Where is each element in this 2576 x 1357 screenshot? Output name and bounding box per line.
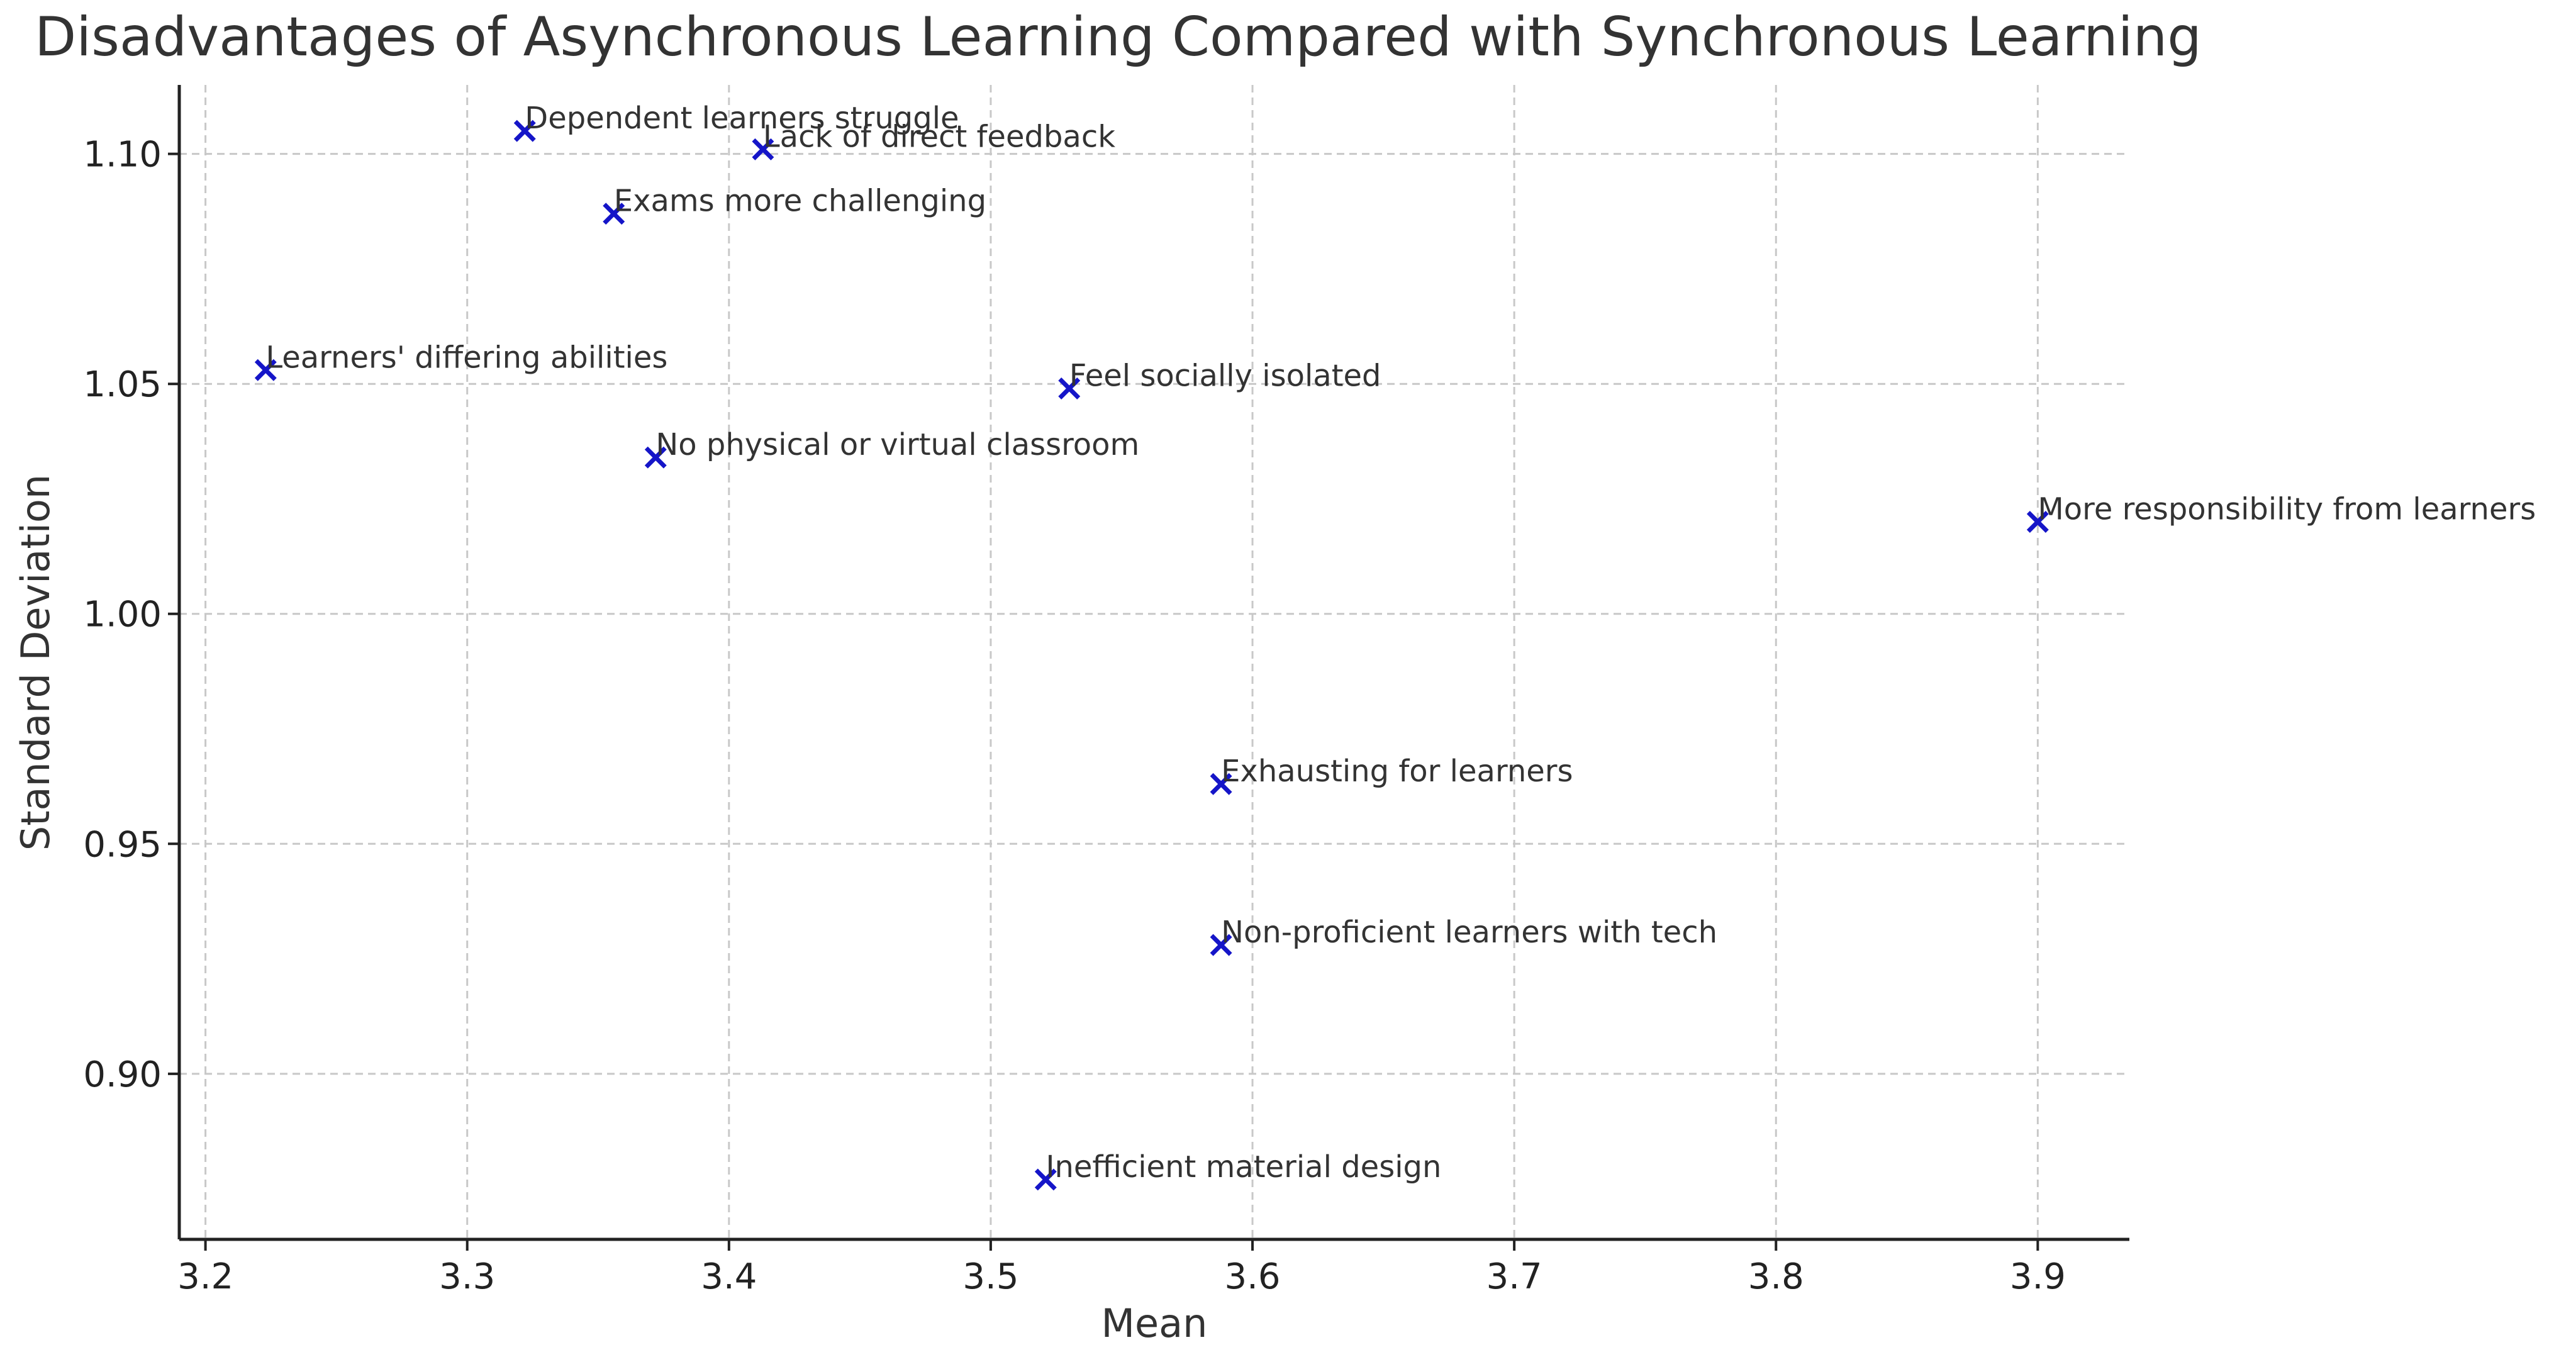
x-tick-label: 3.5	[962, 1256, 1018, 1297]
x-marker-stroke	[1034, 1168, 1057, 1191]
point-label: No physical or virtual classroom	[655, 427, 1139, 462]
data-point: Exams more challenging	[603, 184, 986, 225]
x-marker-stroke	[254, 359, 277, 381]
data-point: Inefficient material design	[1034, 1149, 1441, 1191]
y-tick-label: 0.90	[83, 1054, 162, 1095]
x-tick-label: 3.3	[439, 1256, 495, 1297]
chart-title: Disadvantages of Asynchronous Learning C…	[35, 6, 2202, 69]
data-point: No physical or virtual classroom	[644, 427, 1139, 469]
point-label: Inefficient material design	[1045, 1149, 1441, 1185]
data-point: Lack of direct feedback	[752, 119, 1115, 160]
data-point: Exhausting for learners	[1210, 754, 1573, 795]
data-point: More responsibility from learners	[2026, 492, 2536, 533]
tick-layer: 3.2 3.3 3.4 3.5 3.6 3.7 3.8 3.9 0.90 0.95 1.00 1.05…	[83, 135, 2066, 1297]
x-axis-label: Mean	[1101, 1300, 1208, 1346]
x-tick-label: 3.8	[1748, 1256, 1804, 1297]
x-tick-label: 3.6	[1225, 1256, 1281, 1297]
grid-layer	[179, 85, 2129, 1239]
y-tick-label: 1.10	[83, 135, 162, 176]
y-tick-label: 1.05	[83, 364, 162, 405]
point-label: Exhausting for learners	[1221, 754, 1573, 789]
point-label: Dependent learners struggle	[525, 101, 959, 136]
x-tick-label: 3.7	[1486, 1256, 1542, 1297]
data-point: Dependent learners struggle	[513, 101, 959, 142]
data-point: Non-proficient learners with tech	[1210, 915, 1717, 956]
x-tick-label: 3.4	[701, 1256, 757, 1297]
x-tick-label: 3.2	[177, 1256, 233, 1297]
point-label: Non-proficient learners with tech	[1221, 915, 1717, 950]
x-marker-stroke	[752, 138, 774, 160]
y-tick-label: 1.00	[83, 595, 162, 635]
x-marker-stroke	[603, 203, 625, 225]
x-marker-stroke	[1210, 773, 1232, 795]
data-point: Learners' differing abilities	[254, 340, 667, 381]
x-tick-label: 3.9	[2010, 1256, 2066, 1297]
x-marker-stroke	[1210, 934, 1232, 956]
y-tick-label: 0.95	[83, 824, 162, 865]
point-label: More responsibility from learners	[2038, 492, 2536, 527]
x-marker-stroke	[1058, 377, 1081, 399]
x-marker-stroke	[513, 120, 536, 142]
point-label: Feel socially isolated	[1069, 359, 1381, 394]
data-point: Feel socially isolated	[1058, 359, 1381, 399]
point-label: Exams more challenging	[614, 184, 986, 219]
x-marker-stroke	[644, 446, 667, 469]
axes-layer	[177, 85, 2129, 1241]
point-label: Lack of direct feedback	[763, 119, 1115, 154]
x-marker-stroke	[2026, 511, 2049, 533]
y-axis-label: Standard Deviation	[13, 474, 59, 851]
point-label: Learners' differing abilities	[265, 340, 667, 375]
